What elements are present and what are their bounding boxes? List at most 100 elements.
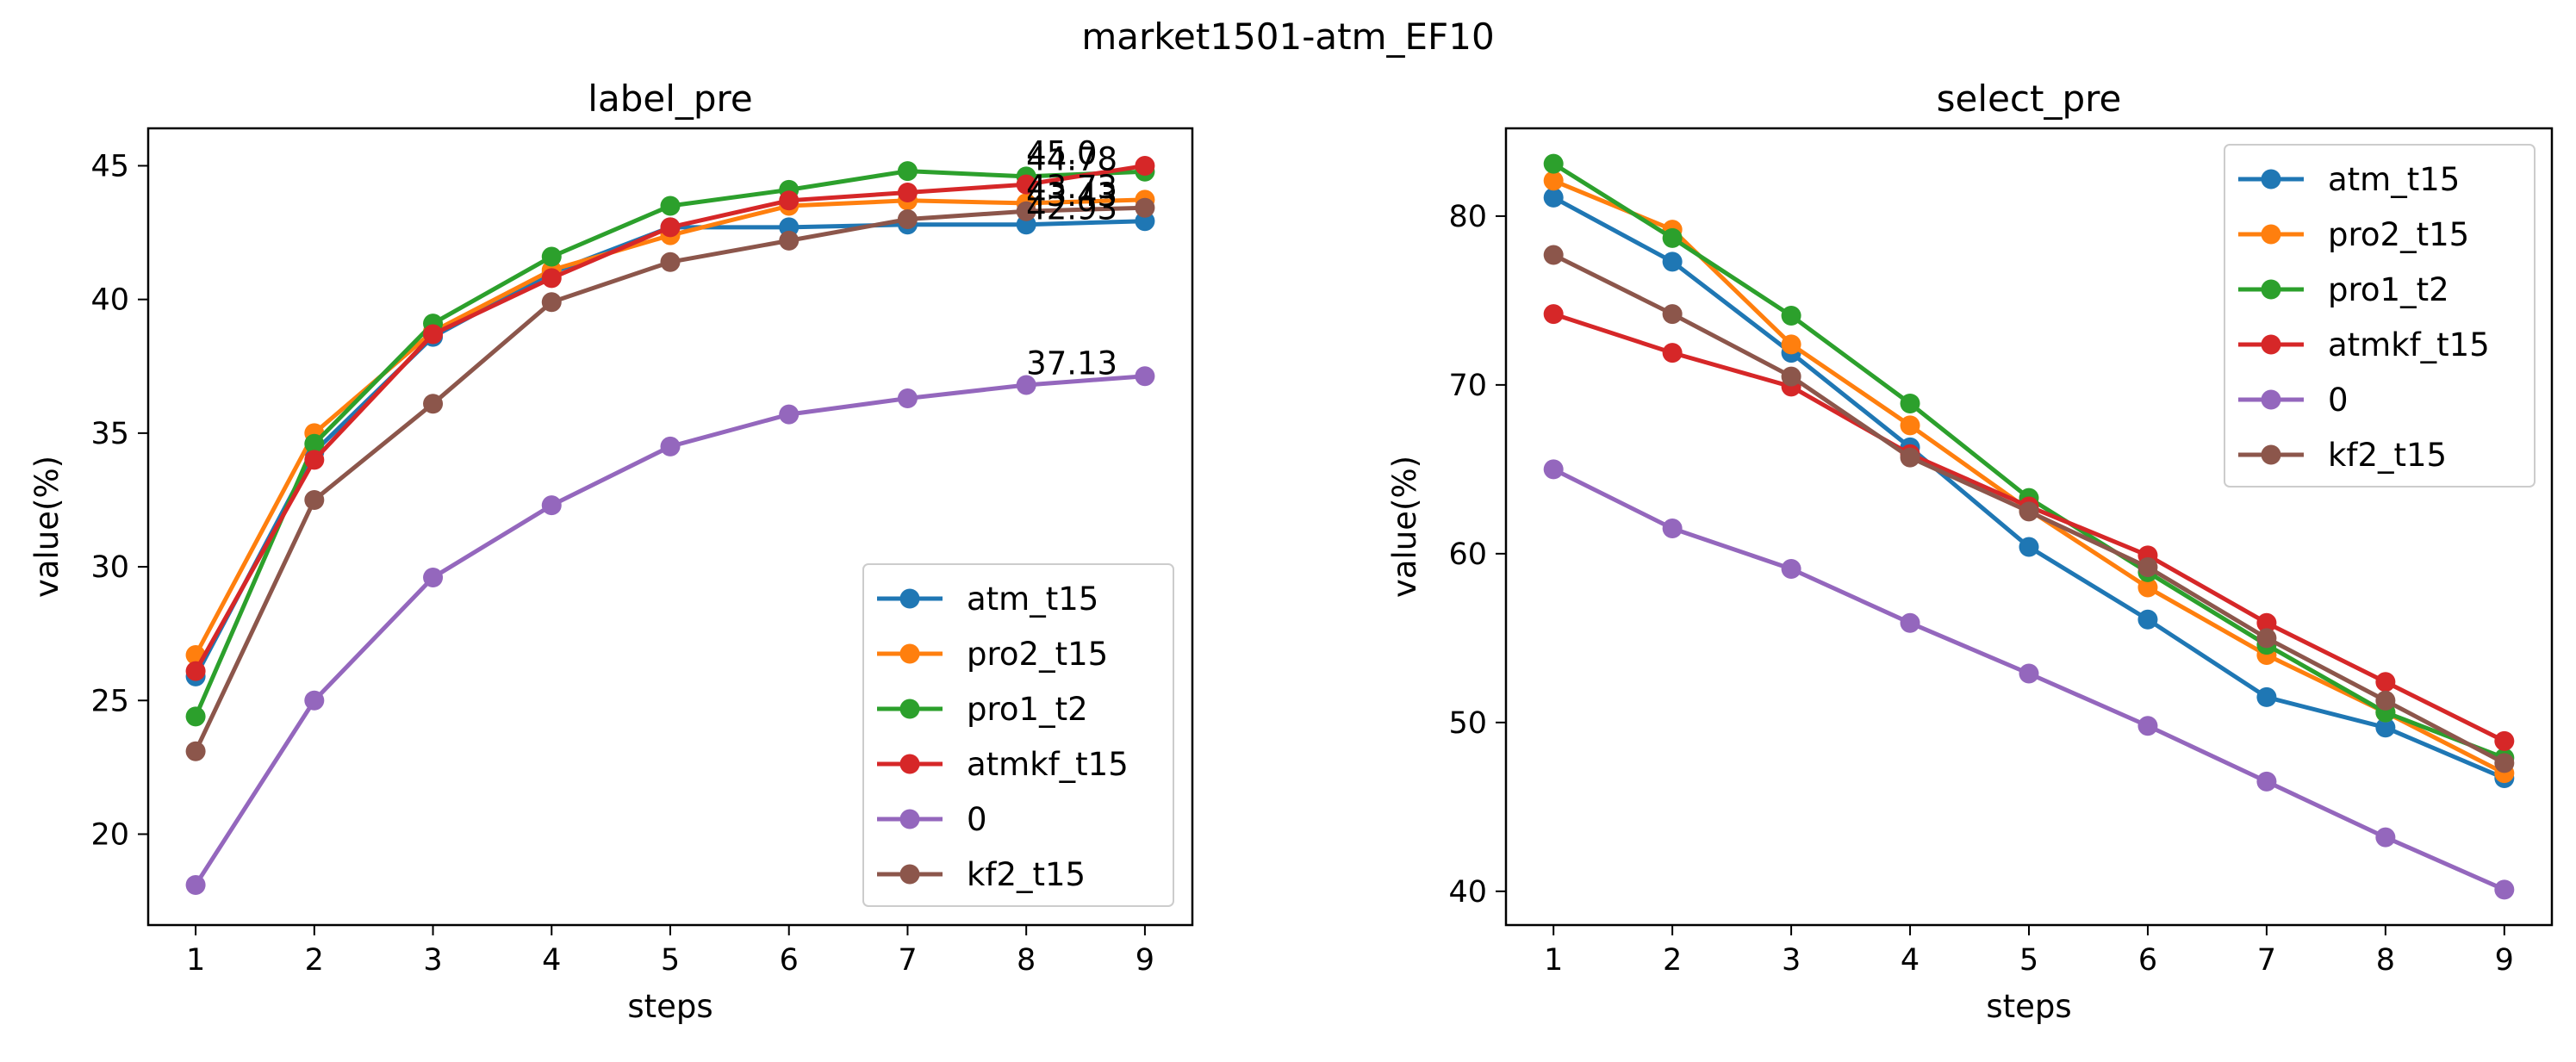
data-point-atmkf-t15: [2375, 672, 2396, 692]
data-point-atmkf-t15: [660, 217, 681, 238]
legend-label: atm_t15: [967, 581, 1098, 618]
x-tick-label: 8: [1017, 943, 1036, 978]
legend: atm_t15 pro2_t15 pro1_t2 atmkf_t15 0 kf2_t15: [862, 563, 1174, 907]
data-annotation: 43.43: [1026, 177, 1117, 214]
data-annotation: 42.93: [1026, 190, 1117, 227]
legend: atm_t15 pro2_t15 pro1_t2 atmkf_t15 0 kf2_t15: [2224, 144, 2536, 488]
data-point-atmkf-t15: [304, 450, 325, 470]
data-point-atmkf-t15: [1662, 343, 1683, 363]
data-point-atmkf-t15: [2494, 730, 2515, 751]
legend-swatch-marker: [899, 588, 920, 609]
data-point-0: [660, 436, 681, 456]
legend-swatch-marker: [899, 643, 920, 664]
data-point-atm-t15: [1543, 187, 1564, 208]
data-point-atm-t15: [2137, 609, 2158, 630]
data-point-kf2-t15: [2375, 690, 2396, 711]
x-tick-label: 4: [1901, 943, 1920, 978]
chart-title: label_pre: [588, 78, 752, 120]
x-axis-label: steps: [1986, 988, 2071, 1025]
legend-swatch-marker: [899, 754, 920, 774]
x-tick-label: 7: [2257, 943, 2276, 978]
x-tick-label: 9: [1136, 943, 1154, 978]
data-point-0: [2375, 827, 2396, 848]
data-point-0: [2494, 879, 2515, 900]
legend-swatch-marker: [2261, 224, 2281, 245]
y-tick-label: 45: [90, 149, 129, 183]
data-point-0: [1781, 558, 1801, 579]
data-point-atm-t15: [2375, 717, 2396, 738]
legend-label: atmkf_t15: [2328, 326, 2490, 363]
chart-title: select_pre: [1937, 78, 2122, 120]
plot-frame: [146, 127, 1194, 927]
x-tick-label: 3: [423, 943, 442, 978]
data-point-kf2-t15: [304, 489, 325, 510]
data-point-pro2-t15: [1781, 334, 1801, 355]
figure-title: market1501-atm_EF10: [1081, 16, 1495, 58]
data-point-pro1-t2: [541, 246, 562, 267]
y-tick-label: 25: [90, 684, 129, 718]
legend-swatch-marker: [2261, 169, 2281, 189]
legend-label: atmkf_t15: [967, 746, 1129, 783]
data-point-pro1-t2: [660, 196, 681, 216]
data-point-kf2-t15: [541, 292, 562, 313]
data-point-kf2-t15: [1900, 447, 1920, 468]
legend-label: 0: [967, 801, 987, 838]
data-point-0: [1543, 459, 1564, 480]
data-annotation: 37.13: [1026, 345, 1117, 382]
data-point-atmkf-t15: [779, 190, 800, 211]
x-tick-label: 5: [661, 943, 680, 978]
x-tick-label: 6: [2138, 943, 2157, 978]
y-tick-label: 70: [1448, 369, 1487, 403]
x-tick-label: 2: [305, 943, 324, 978]
data-point-pro1-t2: [304, 433, 325, 454]
data-point-kf2-t15: [779, 230, 800, 251]
legend-swatch-marker: [2261, 334, 2281, 355]
data-point-0: [2256, 771, 2277, 792]
data-point-kf2-t15: [1135, 197, 1155, 218]
data-point-0: [304, 690, 325, 711]
data-point-atm-t15: [1662, 252, 1683, 272]
data-point-atmkf-t15: [1135, 155, 1155, 176]
legend-swatch-marker: [899, 699, 920, 719]
data-point-pro1-t2: [185, 706, 206, 727]
legend-label: pro1_t2: [967, 691, 1088, 728]
data-point-kf2-t15: [423, 394, 444, 414]
data-point-atmkf-t15: [2256, 612, 2277, 633]
x-tick-label: 7: [898, 943, 917, 978]
data-point-atm-t15: [2256, 686, 2277, 707]
data-point-atmkf-t15: [541, 268, 562, 289]
legend-label: pro1_t2: [2328, 271, 2449, 308]
data-point-0: [541, 495, 562, 516]
x-tick-label: 9: [2495, 943, 2514, 978]
x-tick-label: 1: [186, 943, 205, 978]
data-point-0: [2019, 663, 2039, 684]
data-point-0: [423, 567, 444, 587]
data-point-kf2-t15: [660, 252, 681, 272]
legend-label: kf2_t15: [967, 856, 1086, 893]
data-point-atmkf-t15: [1016, 174, 1036, 195]
data-point-0: [1135, 366, 1155, 387]
x-tick-label: 4: [542, 943, 561, 978]
data-point-kf2-t15: [185, 741, 206, 761]
x-tick-label: 8: [2376, 943, 2395, 978]
y-tick-label: 60: [1448, 537, 1487, 572]
data-point-kf2-t15: [2019, 501, 2039, 522]
y-tick-label: 35: [90, 417, 129, 451]
legend-label: atm_t15: [2328, 161, 2460, 198]
data-point-pro1-t2: [897, 161, 918, 182]
data-point-pro2-t15: [1900, 415, 1920, 436]
x-tick-label: 1: [1544, 943, 1563, 978]
data-point-atm-t15: [2019, 537, 2039, 557]
data-point-pro1-t2: [1781, 306, 1801, 326]
legend-label: 0: [2328, 382, 2349, 419]
data-point-pro2-t15: [1543, 171, 1564, 191]
chart-panel-select-pre: select_pre 1 2 3 4 5 6 7 8 9 40 50 60 70 80 steps value(…: [1386, 78, 2554, 1025]
x-axis-label: steps: [627, 988, 712, 1025]
plot-frame: [1504, 127, 2554, 927]
x-tick-label: 3: [1782, 943, 1801, 978]
legend-label: pro2_t15: [967, 636, 1108, 673]
data-point-0: [1900, 612, 1920, 633]
y-tick-label: 40: [1448, 875, 1487, 910]
